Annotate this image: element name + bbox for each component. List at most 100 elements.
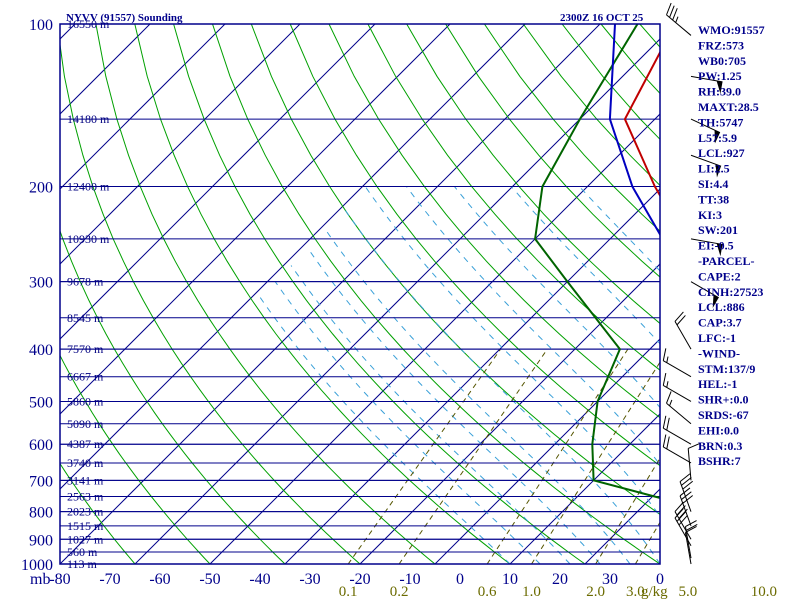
isotherm-line	[209, 113, 660, 564]
height-label: 3141 m	[67, 473, 104, 487]
mixing-ratio-unit: g/kg	[641, 584, 668, 600]
height-label: 5090 m	[67, 417, 104, 431]
pressure-tick-label: 600	[29, 437, 53, 454]
height-label: 3740 m	[67, 456, 104, 470]
mixing-ratio-line	[347, 348, 502, 564]
pressure-tick-label: 300	[29, 275, 53, 292]
temperature-axis-labels: -80 -70 -60 -50 -40 -30 -20 -10 0 10 20 30 0	[49, 571, 664, 588]
moist-adiabat-line	[259, 296, 511, 564]
height-label: 4387 m	[67, 437, 104, 451]
mixing-ratio-label: 3.0	[626, 584, 645, 600]
index-line: TT:38	[698, 192, 729, 206]
isotherm-grid	[60, 24, 660, 564]
index-line: SW:201	[698, 223, 738, 237]
temperature-tick-label: 10	[502, 571, 518, 588]
index-line: SI:4.4	[698, 177, 728, 191]
height-label: 16550 m	[67, 17, 110, 31]
mixing-ratio-label: 0.2	[390, 584, 409, 600]
index-line: WMO:91557	[698, 23, 765, 37]
mixing-ratio-line	[531, 361, 660, 564]
height-label: 560 m	[67, 545, 98, 559]
height-label: 6667 m	[67, 370, 104, 384]
index-line: LFC:-1	[698, 331, 736, 345]
temperature-tick-label: -40	[249, 571, 270, 588]
wind-barb	[662, 415, 692, 445]
moist-adiabat-line	[307, 247, 601, 564]
wind-barb	[690, 238, 723, 257]
temperature-tick-label: -70	[99, 571, 120, 588]
height-label: 1027 m	[67, 532, 104, 546]
mixing-ratio-label: 0.1	[339, 584, 358, 600]
wind-barbs	[662, 2, 723, 565]
height-label: 8545 m	[67, 311, 104, 325]
valid-time: 2300Z 16 OCT 25	[560, 12, 644, 24]
wind-barb	[666, 391, 692, 425]
isotherm-line	[359, 263, 660, 564]
index-line: PW:1.25	[698, 69, 742, 83]
index-line: CAP:3.7	[698, 316, 742, 330]
height-label: 5860 m	[67, 394, 104, 408]
temperature-tick-label: 0	[456, 571, 464, 588]
mixing-ratio-label: 0.6	[478, 584, 497, 600]
wind-barb	[674, 501, 692, 540]
mixing-ratio-label: 1.0	[522, 584, 541, 600]
pressure-tick-label: 500	[29, 394, 53, 411]
wind-barb	[674, 311, 692, 350]
dewpoint-trace	[534, 24, 660, 499]
mixing-ratio-labels: 0.10.20.61.02.03.05.010.020.040.0	[339, 584, 777, 600]
index-line: KI:3	[698, 208, 722, 222]
pressure-tick-label: 200	[29, 180, 53, 197]
index-line: SHR+:0.0	[698, 393, 749, 407]
pressure-axis-labels: 100 200 300 400 500 600 700 800 900 1000	[21, 17, 53, 574]
isotherm-line	[60, 24, 526, 490]
temperature-tick-label: -20	[349, 571, 370, 588]
pressure-tick-label: 1000	[21, 557, 53, 574]
index-line: BRN:0.3	[698, 439, 742, 453]
wind-barb	[690, 118, 721, 144]
index-line: MAXT:28.5	[698, 100, 759, 114]
index-line: RH:39.0	[698, 85, 741, 99]
index-line: FRZ:573	[698, 38, 744, 52]
moist-adiabat-line	[510, 186, 660, 345]
isotherm-line	[434, 338, 660, 564]
x-axis-unit: mb	[30, 571, 50, 588]
pressure-tick-label: 400	[29, 342, 53, 359]
index-line: LCL:886	[698, 300, 745, 314]
temperature-tick-label: -80	[49, 571, 70, 588]
temperature-tick-label: -10	[399, 571, 420, 588]
index-line: CINH:27523	[698, 285, 763, 299]
isotherm-line	[60, 24, 451, 415]
mixing-ratio-label: 2.0	[586, 584, 605, 600]
parcel-trace	[608, 24, 660, 237]
height-label: 10930 m	[67, 232, 110, 246]
index-line: LCL:927	[698, 146, 745, 160]
isotherm-line	[284, 188, 660, 564]
isotherm-line	[60, 24, 601, 564]
isotherm-line	[134, 38, 660, 564]
index-line: -WIND-	[698, 346, 740, 360]
chart-title: NYVV (91557) Sounding	[66, 12, 183, 24]
mixing-ratio-grid	[347, 348, 660, 564]
temperature-tick-label: -50	[199, 571, 220, 588]
sounding-traces	[534, 24, 660, 499]
temperature-tick-label: -60	[149, 571, 170, 588]
height-labels: 16550 m 14180 m 12400 m 10930 m 9678 m 8545 m…	[67, 17, 110, 571]
pressure-tick-label: 900	[29, 532, 53, 549]
wind-barb	[662, 372, 692, 402]
height-label: 1515 m	[67, 519, 104, 533]
index-line: HEL:-1	[698, 377, 737, 391]
index-line: LI:2.5	[698, 162, 730, 176]
temperature-tick-label: 20	[552, 571, 568, 588]
index-line: WB0:705	[698, 54, 746, 68]
temperature-tick-label: -30	[299, 571, 320, 588]
height-label: 2023 m	[67, 505, 104, 519]
pressure-tick-label: 800	[29, 505, 53, 522]
wind-barb	[666, 2, 692, 36]
index-line: BSHR:7	[698, 454, 741, 468]
isotherm-line	[60, 24, 226, 190]
height-label: 113 m	[67, 557, 98, 571]
mixing-ratio-label: 10.0	[751, 584, 777, 600]
index-line: TH:5747	[698, 115, 743, 129]
